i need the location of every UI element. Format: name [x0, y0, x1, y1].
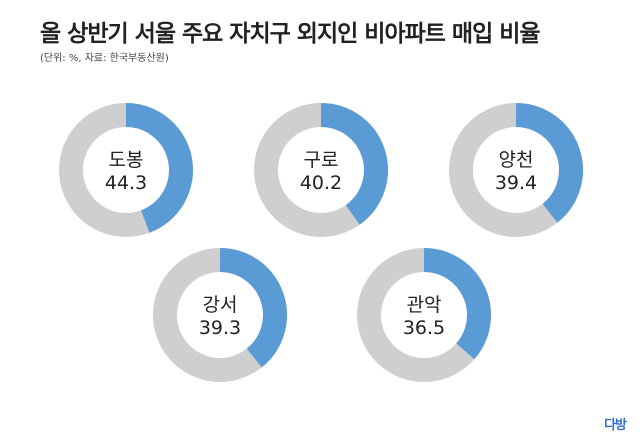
donut-value-label: 36.5: [403, 317, 445, 339]
donut-value-label: 39.3: [199, 317, 241, 339]
donut-value-arc: [515, 103, 583, 223]
donut-label: 관악: [407, 294, 442, 316]
donut-value-arc: [423, 248, 491, 360]
donut-label: 양천: [499, 149, 534, 171]
donut-value-label: 39.4: [495, 172, 537, 194]
donut-label: 강서: [203, 294, 238, 316]
donut-value-arc: [125, 103, 193, 233]
page-subtitle: (단위: %, 자료: 한국부동산원): [40, 53, 169, 64]
brand-logo: 다방: [604, 418, 627, 433]
page-title: 올 상반기 서울 주요 자치구 외지인 비아파트 매입 비율: [40, 21, 541, 47]
donut-label: 도봉: [109, 149, 144, 171]
donut-value-arc: [219, 248, 287, 368]
donut-value-label: 40.2: [300, 172, 342, 194]
donut-value-arc: [320, 103, 388, 225]
donut-label: 구로: [304, 149, 339, 171]
donut-value-label: 44.3: [105, 172, 147, 194]
